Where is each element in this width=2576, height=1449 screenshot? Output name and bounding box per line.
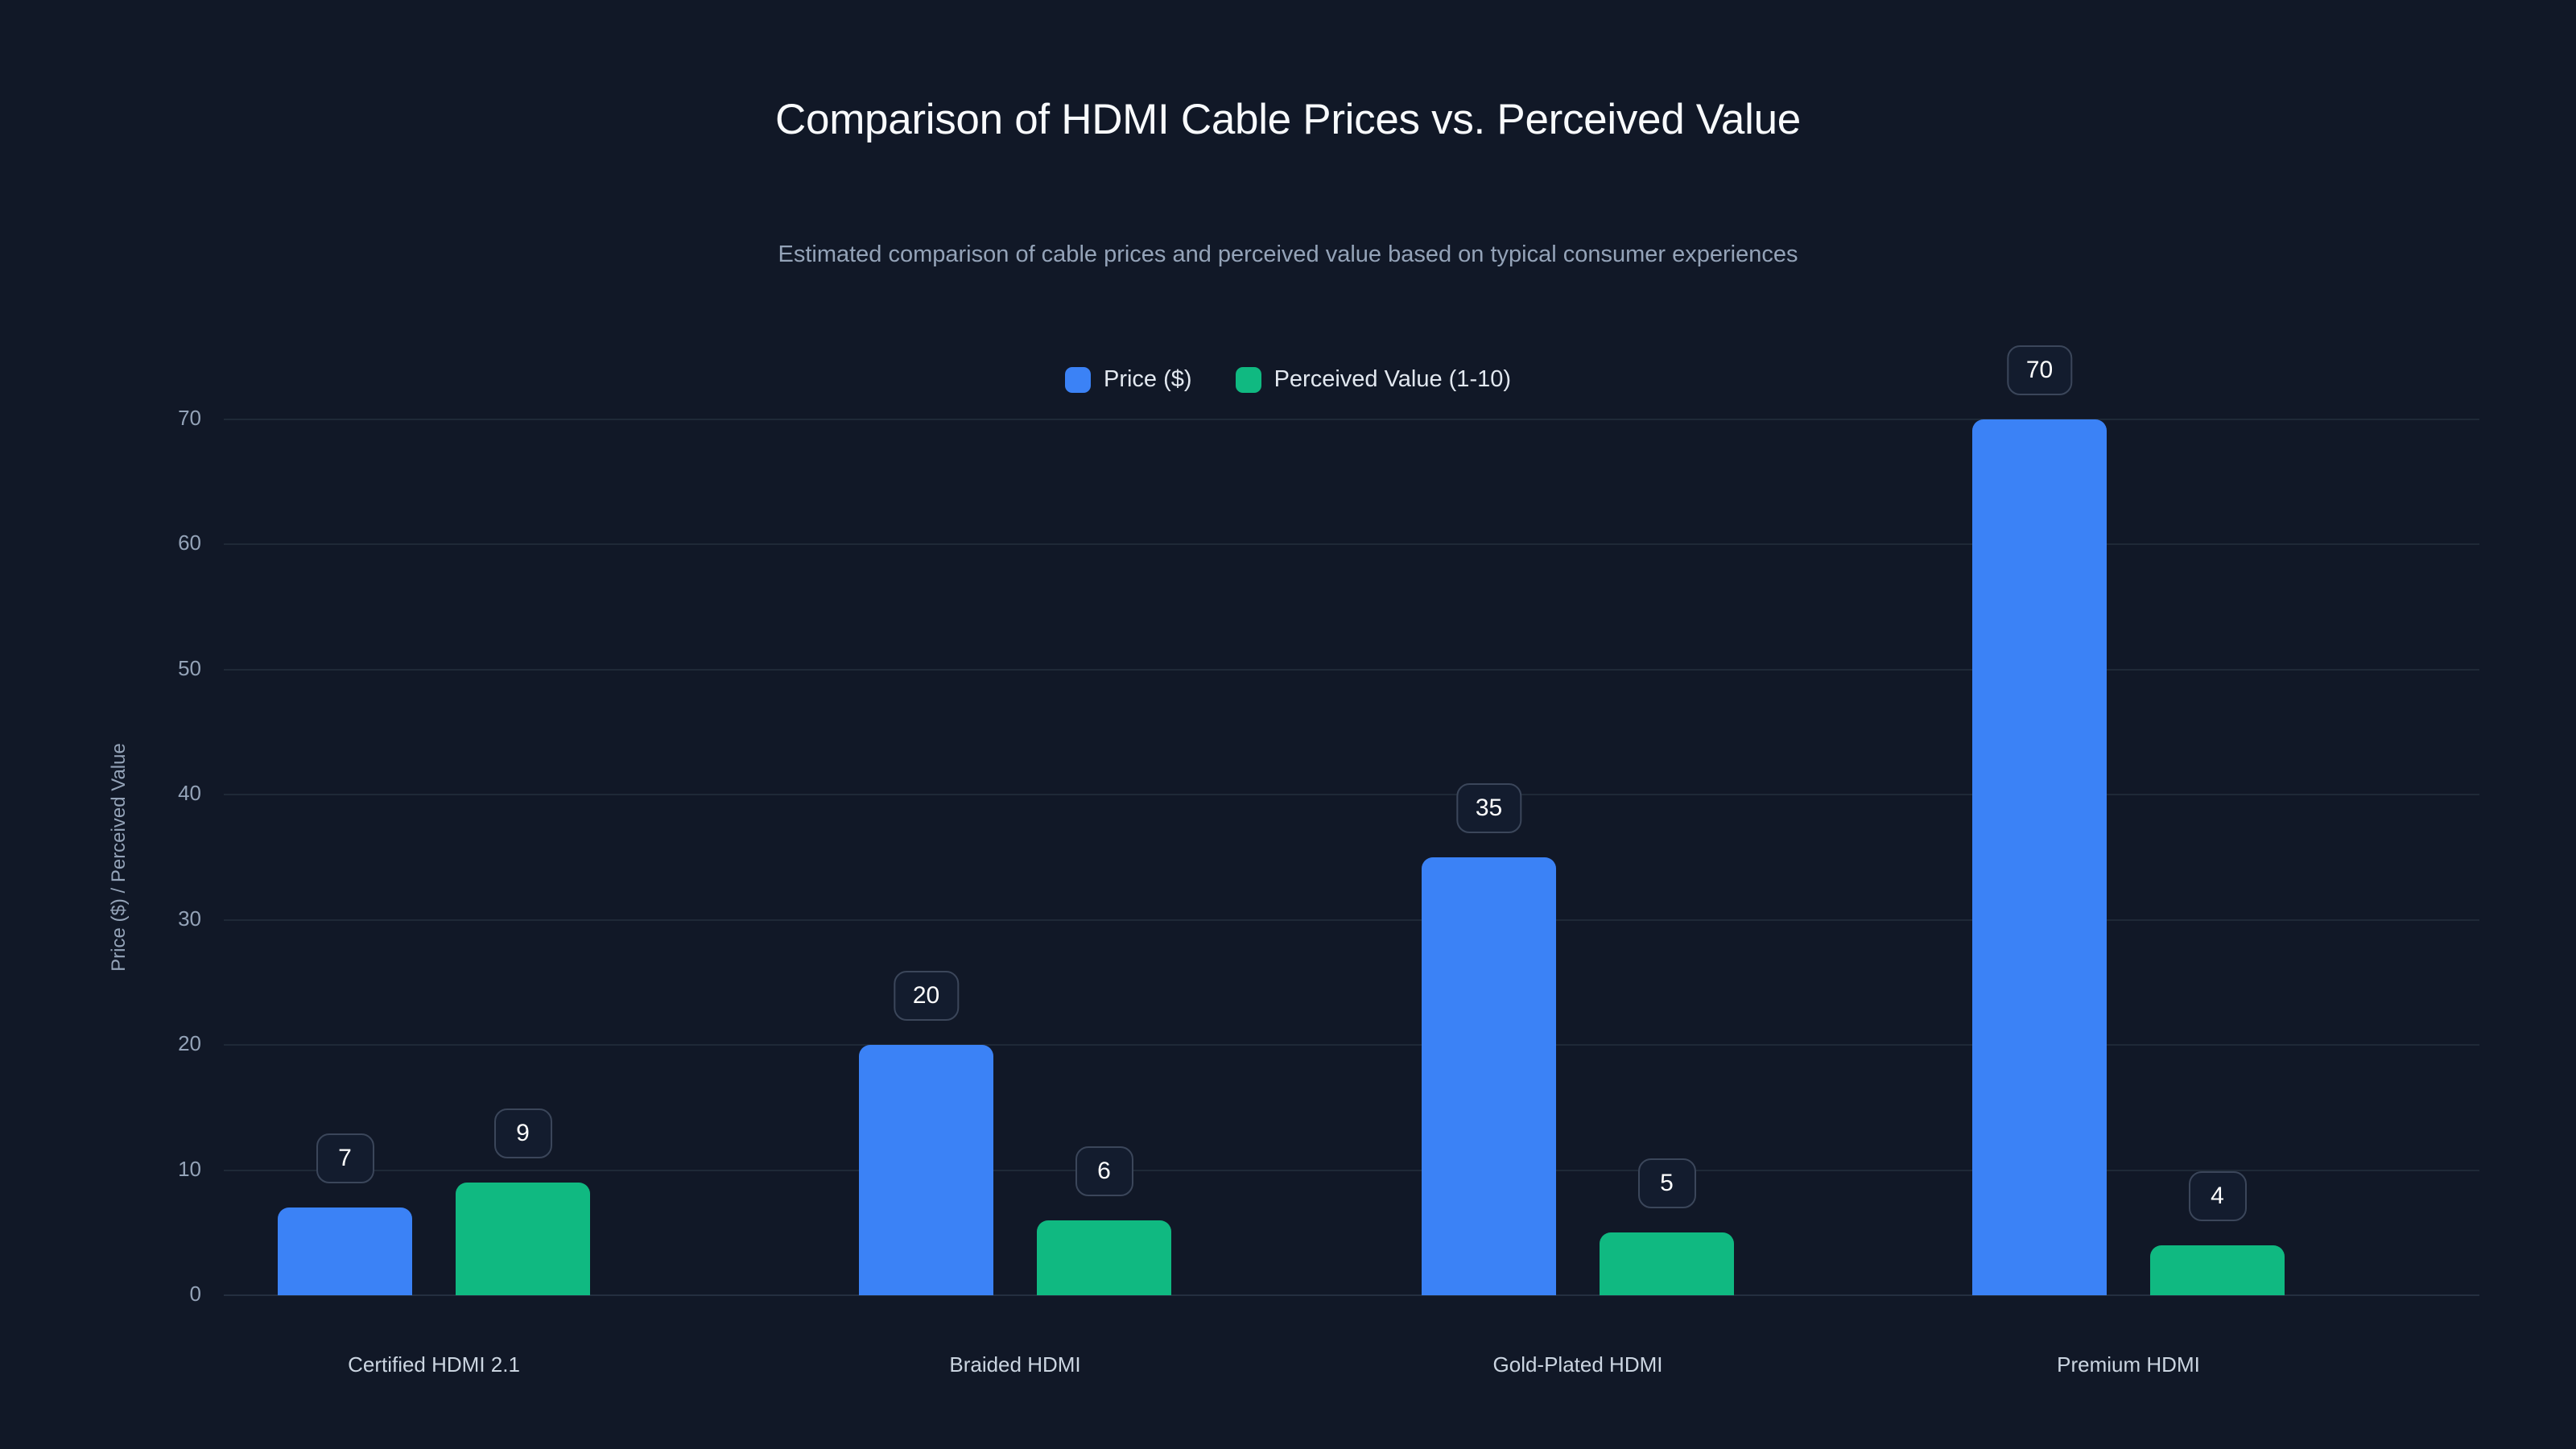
legend-item-price[interactable]: Price ($)	[1064, 366, 1192, 393]
legend-swatch-price-icon	[1064, 366, 1091, 393]
legend-label-perceived-value: Perceived Value (1-10)	[1274, 366, 1512, 392]
y-axis-tick-label: 0	[189, 1282, 201, 1306]
bar-data-label: 35	[1455, 783, 1522, 833]
bar-perceived-value[interactable]	[1600, 1232, 1734, 1295]
chart-legend: Price ($) Perceived Value (1-10)	[0, 366, 2576, 393]
y-axis-tick-label: 60	[178, 530, 201, 555]
gridline	[224, 419, 2479, 420]
bar-perceived-value[interactable]	[2150, 1245, 2285, 1295]
bar-data-label: 9	[493, 1108, 552, 1159]
page-subtitle: Estimated comparison of cable prices and…	[778, 242, 1798, 267]
bar-data-label: 5	[1637, 1158, 1696, 1209]
y-axis-tick-label: 10	[178, 1156, 201, 1181]
x-axis-tick-label: Certified HDMI 2.1	[348, 1352, 520, 1377]
bar-data-label: 7	[316, 1133, 374, 1184]
gridline	[224, 919, 2479, 921]
bar-price[interactable]	[1422, 857, 1556, 1295]
bar-perceived-value[interactable]	[1037, 1220, 1171, 1295]
gridline	[224, 1169, 2479, 1171]
bar-price[interactable]	[1972, 419, 2107, 1295]
legend-label-price: Price ($)	[1103, 366, 1192, 392]
bar-price[interactable]	[278, 1208, 412, 1295]
gridline	[224, 794, 2479, 796]
y-axis-tick-label: 20	[178, 1031, 201, 1056]
legend-swatch-perceived-value-icon	[1235, 366, 1261, 393]
y-axis-tick-label: 70	[178, 406, 201, 430]
bar-perceived-value[interactable]	[456, 1183, 590, 1295]
x-axis-tick-label: Braided HDMI	[949, 1352, 1081, 1377]
x-axis-tick-label: Premium HDMI	[2057, 1352, 2200, 1377]
y-axis-tick-label: 30	[178, 906, 201, 931]
legend-item-perceived-value[interactable]: Perceived Value (1-10)	[1235, 366, 1512, 393]
gridline	[224, 1294, 2479, 1296]
bar-price[interactable]	[859, 1045, 993, 1295]
gridline	[224, 543, 2479, 546]
gridline	[224, 668, 2479, 671]
x-axis-tick-label: Gold-Plated HDMI	[1492, 1352, 1663, 1377]
bar-data-label: 70	[2006, 345, 2073, 395]
bar-data-label: 4	[2188, 1170, 2247, 1221]
y-axis-tick-label: 50	[178, 655, 201, 680]
y-axis-tick-label: 40	[178, 781, 201, 806]
bar-data-label: 20	[893, 971, 960, 1022]
page-title: Comparison of HDMI Cable Prices vs. Perc…	[775, 96, 1801, 143]
bar-data-label: 6	[1075, 1146, 1133, 1196]
y-axis-title: Price ($) / Perceived Value	[108, 743, 130, 972]
plot-area: 7 9 20 6 35 5 70 4	[224, 345, 2479, 1296]
gridline	[224, 1044, 2479, 1046]
